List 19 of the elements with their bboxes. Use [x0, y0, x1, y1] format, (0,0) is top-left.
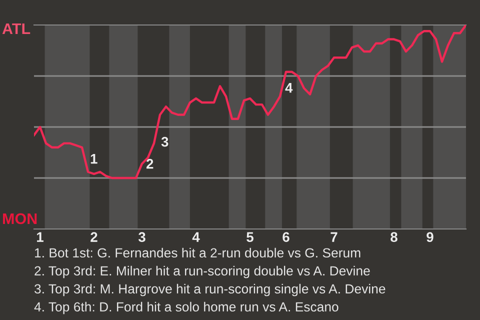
x-tick-label: 3	[138, 232, 146, 242]
text: 3. Top 3rd: M. Hargrove hit a run-scoring single vs A. Devine	[34, 284, 386, 296]
text: 1. Bot 1st: G. Fernandes hit a 2-run double vs G. Serum	[35, 248, 360, 258]
x-tick-label: 7	[330, 232, 338, 242]
text: 2. Top 3rd: E. Milner hit a run-scoring double vs A. Devine	[34, 266, 370, 278]
x-tick-label: 6	[282, 232, 290, 242]
annotation: 4	[285, 83, 293, 93]
x-tick-label: 4	[192, 232, 200, 242]
annotation: 3	[161, 136, 168, 147]
x-tick-label: 1	[37, 232, 44, 242]
text: ATL	[2, 23, 30, 34]
x-tick-label: 8	[390, 232, 398, 242]
annotation: 2	[146, 158, 154, 169]
x-tick-label: 9	[426, 232, 434, 242]
x-tick-label: 5	[246, 232, 254, 242]
annotation: MON	[3, 213, 37, 224]
text: 4. Top 6th: D. Ford hit a solo home run vs A. Escano	[34, 302, 338, 314]
x-tick-label: 2	[90, 232, 98, 242]
annotation: 1	[90, 154, 98, 164]
